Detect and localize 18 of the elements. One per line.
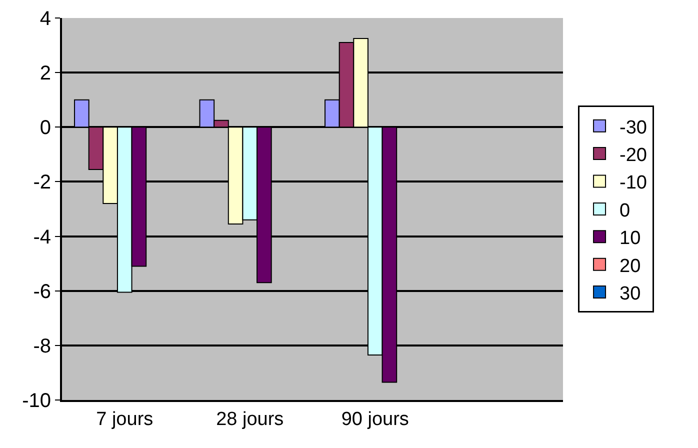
- legend-label: 0: [620, 200, 630, 222]
- legend-label: 20: [620, 256, 641, 277]
- y-tick-label: 2: [40, 62, 51, 85]
- y-tick-label: 4: [40, 8, 51, 30]
- x-tick-label: 28 jours: [216, 408, 284, 430]
- legend-label: -10: [620, 172, 647, 194]
- y-tick-label: -2: [33, 172, 51, 194]
- x-tick-label: 7 jours: [96, 408, 154, 430]
- y-tick-label: -6: [33, 280, 51, 303]
- x-tick-label: 90 jours: [341, 408, 409, 430]
- y-tick-label: 0: [40, 117, 51, 140]
- y-tick-label: -8: [33, 335, 51, 358]
- legend-label: -30: [620, 117, 647, 138]
- legend-label: -20: [620, 144, 647, 166]
- legend-label: 30: [620, 283, 641, 304]
- y-tick-label: -10: [22, 390, 51, 412]
- legend-label: 10: [620, 228, 641, 250]
- y-tick-label: -4: [33, 226, 51, 248]
